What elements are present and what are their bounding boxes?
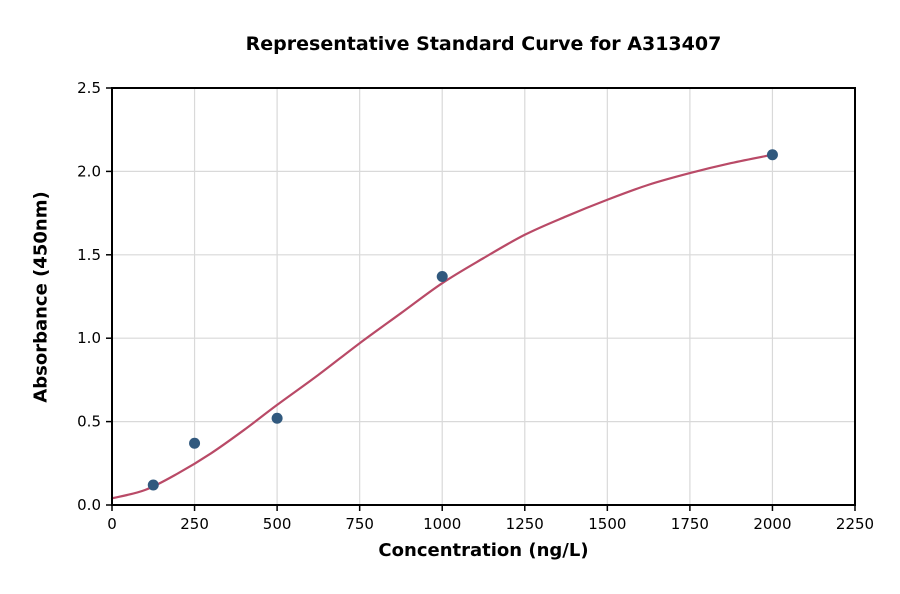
data-point (766, 149, 778, 161)
y-tick-label: 1.5 (77, 246, 101, 264)
y-tick-label: 2.5 (77, 79, 101, 97)
y-tick-label: 0.5 (77, 413, 101, 431)
x-tick-label: 0 (107, 515, 117, 533)
x-tick-label: 500 (263, 515, 292, 533)
y-tick-label: 2.0 (77, 162, 101, 180)
plot-area (112, 88, 855, 505)
x-tick-label: 750 (345, 515, 374, 533)
data-point (189, 437, 201, 449)
x-tick-label: 250 (180, 515, 209, 533)
data-point (271, 412, 283, 424)
data-point (436, 270, 448, 282)
x-tick-label: 1250 (506, 515, 544, 533)
fit-curve (110, 153, 774, 500)
x-axis-label: Concentration (ng/L) (378, 540, 589, 561)
x-tick-label: 1000 (423, 515, 461, 533)
y-tick-label: 1.0 (77, 329, 101, 347)
y-tick-label: 0.0 (77, 496, 101, 514)
x-tick-label: 1750 (671, 515, 709, 533)
y-axis-label: Absorbance (450nm) (30, 191, 52, 403)
chart-title: Representative Standard Curve for A31340… (245, 33, 722, 55)
x-tick-label: 1500 (588, 515, 626, 533)
data-point (147, 479, 159, 491)
x-tick-label: 2000 (753, 515, 791, 533)
x-tick-label: 2250 (836, 515, 874, 533)
plot-border (111, 87, 856, 506)
